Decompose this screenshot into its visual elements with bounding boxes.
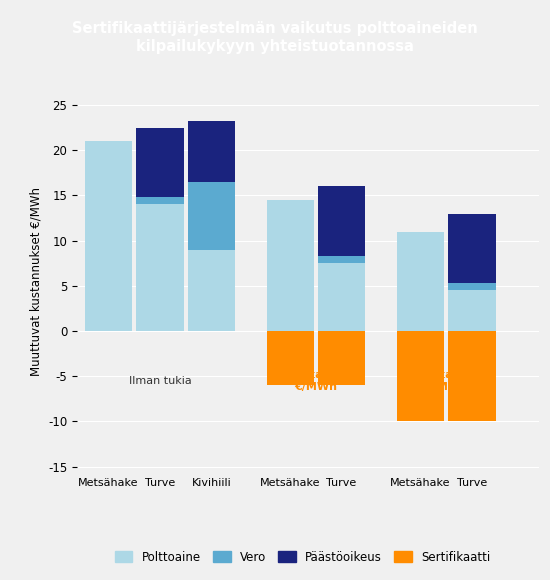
Bar (448, 283, 496, 291)
Bar (397, 231, 444, 331)
Bar (318, 263, 365, 331)
Text: Ilman tukia: Ilman tukia (129, 376, 191, 386)
Bar (136, 205, 184, 331)
Bar (136, 128, 184, 197)
Text: Sertifikaatti 30
€/MWh: Sertifikaatti 30 €/MWh (399, 370, 493, 392)
Bar (136, 197, 184, 205)
Bar (318, 186, 365, 256)
Bar (85, 141, 133, 331)
Bar (318, 256, 365, 263)
Bar (318, 331, 365, 385)
Y-axis label: Muuttuvat kustannukset €/MWh: Muuttuvat kustannukset €/MWh (30, 187, 42, 376)
Bar (188, 121, 235, 182)
Text: Sertifikaatti 20
€/MWh: Sertifikaatti 20 €/MWh (268, 370, 363, 392)
Bar (188, 182, 235, 249)
Bar (188, 249, 235, 331)
Bar (267, 331, 314, 385)
Bar (448, 291, 496, 331)
Text: Sertifikaattijärjestelmän vaikutus polttoaineiden
kilpailukykyyn yhteistuotannos: Sertifikaattijärjestelmän vaikutus poltt… (72, 21, 478, 54)
Bar (397, 331, 444, 422)
Bar (267, 200, 314, 331)
Legend: Polttoaine, Vero, Päästöoikeus, Sertifikaatti: Polttoaine, Vero, Päästöoikeus, Sertifik… (110, 546, 495, 568)
Bar (448, 331, 496, 422)
Bar (448, 213, 496, 283)
